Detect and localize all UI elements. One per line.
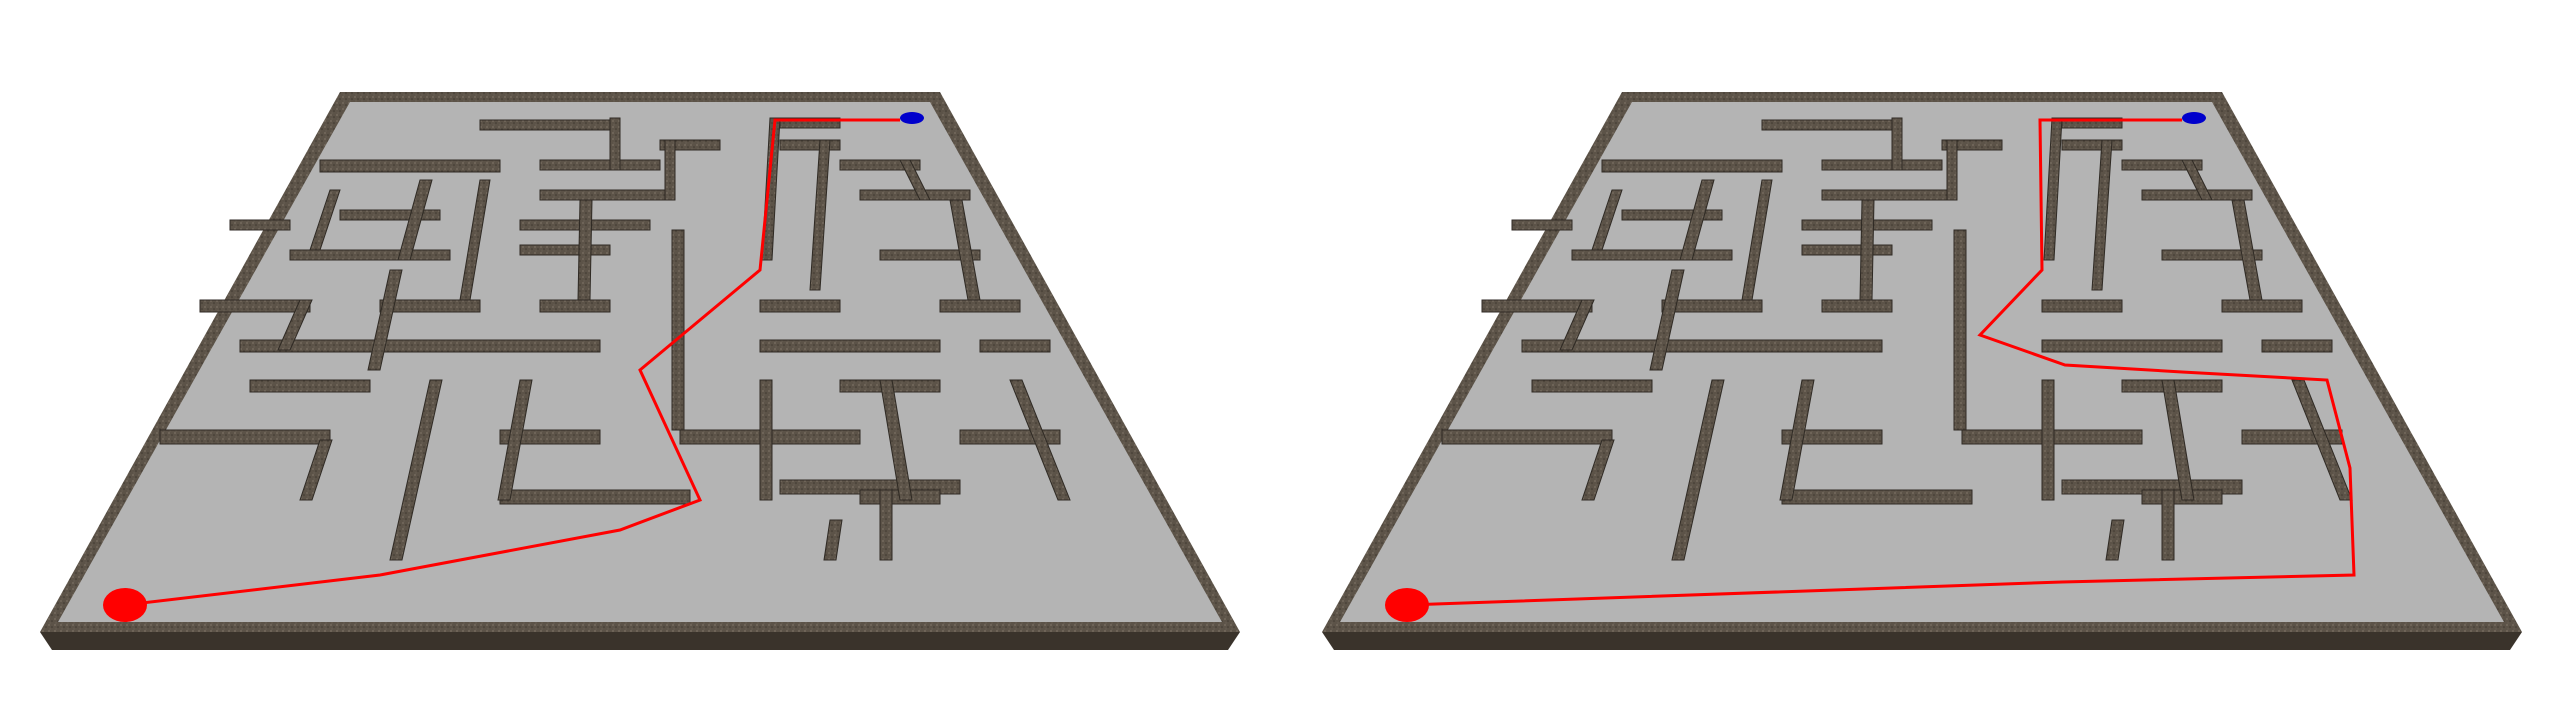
maze-panel-left [40, 92, 1240, 650]
maze-panel-right [1322, 92, 2522, 650]
maze-floor [1340, 102, 2504, 622]
maze-walls [159, 117, 1071, 561]
goal-marker-left [900, 112, 924, 124]
path-right [1406, 118, 2356, 607]
start-marker-left [103, 588, 147, 622]
goal-marker-right [2182, 112, 2206, 124]
maze-floor [58, 102, 1222, 622]
maze-border-front [40, 632, 1240, 650]
start-marker-right [1385, 588, 1429, 622]
maze-border-front [1322, 632, 2522, 650]
path-left [124, 118, 900, 607]
maze-walls [1441, 117, 2353, 561]
